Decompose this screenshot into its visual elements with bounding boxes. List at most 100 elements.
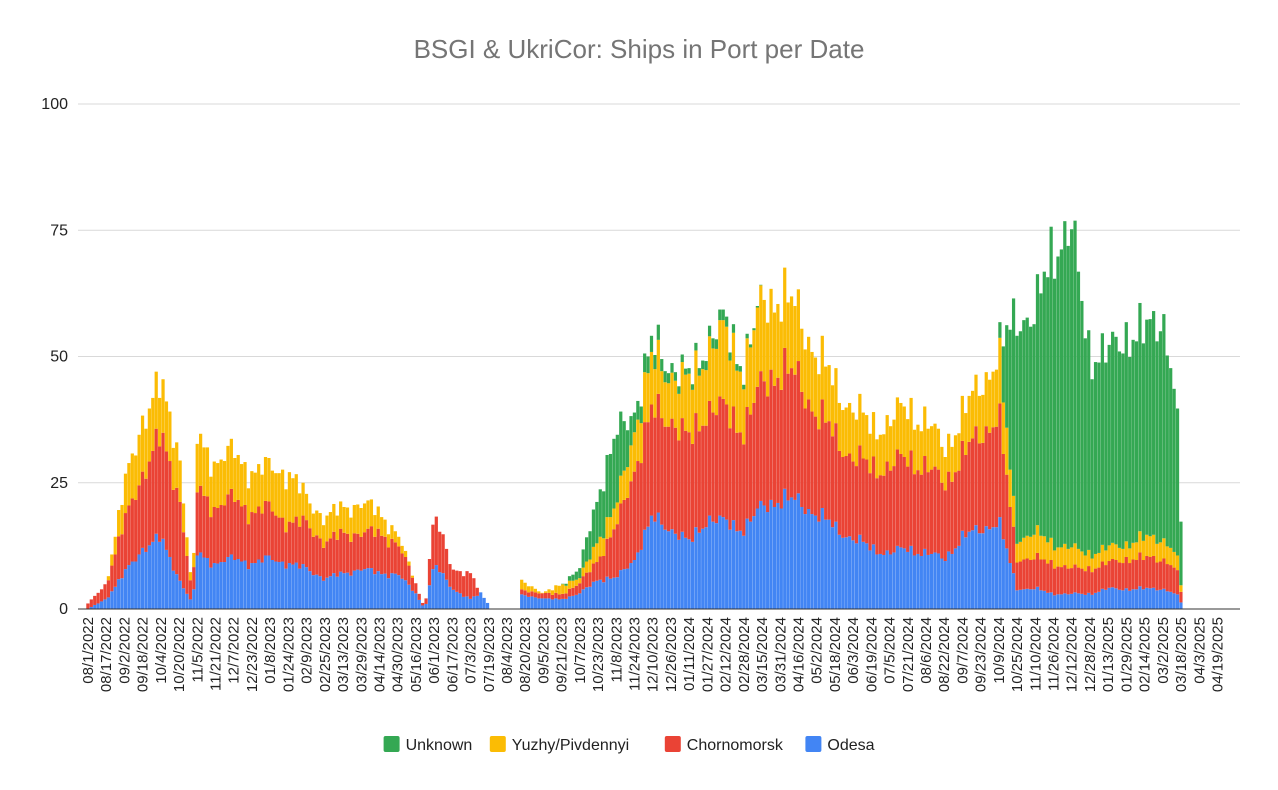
bar-segment-yuzhy-pivdennyi <box>1046 542 1050 564</box>
bar-segment-yuzhy-pivdennyi <box>328 512 333 539</box>
bar-segment-unknown <box>690 384 695 390</box>
bar-segment-chornomorsk <box>540 593 544 599</box>
bar-segment-yuzhy-pivdennyi <box>1111 542 1115 560</box>
bar-segment-yuzhy-pivdennyi <box>742 389 746 445</box>
bar-segment-yuzhy-pivdennyi <box>151 397 155 451</box>
bar-segment-odesa <box>540 598 544 609</box>
bar-segment-chornomorsk <box>417 593 421 600</box>
bar-segment-yuzhy-pivdennyi <box>1052 550 1057 569</box>
bar-segment-odesa <box>892 552 896 609</box>
bar-segment-chornomorsk <box>561 593 565 599</box>
x-tick-label: 01/8/2023 <box>262 617 279 684</box>
bar-segment-yuzhy-pivdennyi <box>311 513 315 537</box>
bar-segment-yuzhy-pivdennyi <box>233 458 237 502</box>
bar-segment-odesa <box>547 598 551 609</box>
bar-segment-unknown <box>632 412 637 433</box>
bar-segment-odesa <box>625 568 630 609</box>
bar-segment-chornomorsk <box>820 399 824 508</box>
bar-segment-yuzhy-pivdennyi <box>663 382 667 427</box>
bar-segment-unknown <box>1169 368 1173 548</box>
x-tick-label: 08/22/2024 <box>936 617 953 692</box>
bar-segment-odesa <box>526 596 531 609</box>
bar-segment-unknown <box>1008 329 1012 470</box>
bar-segment-unknown <box>1052 278 1057 551</box>
bar-segment-odesa <box>766 512 770 609</box>
bar-segment-yuzhy-pivdennyi <box>988 379 992 433</box>
bar-segment-unknown <box>608 453 613 518</box>
bar-segment-odesa <box>895 545 900 610</box>
bar-segment-chornomorsk <box>195 492 199 556</box>
bar-segment-odesa <box>834 521 838 609</box>
bar-segment-yuzhy-pivdennyi <box>260 474 264 514</box>
bar-segment-chornomorsk <box>533 592 537 598</box>
bar-segment-odesa <box>919 555 923 609</box>
bar-segment-odesa <box>1093 592 1098 609</box>
bar-segment-odesa <box>397 575 401 609</box>
bar-segment-unknown <box>622 421 626 471</box>
bar-segment-odesa <box>974 525 978 609</box>
bar-segment-chornomorsk <box>1059 567 1063 595</box>
bar-segment-chornomorsk <box>868 473 872 551</box>
bar-segment-yuzhy-pivdennyi <box>892 419 896 467</box>
bar-segment-unknown <box>574 571 578 580</box>
bar-segment-odesa <box>803 514 807 609</box>
bar-segment-yuzhy-pivdennyi <box>1121 548 1125 564</box>
bar-segment-chornomorsk <box>762 381 766 506</box>
bar-segment-yuzhy-pivdennyi <box>561 584 565 594</box>
bar-segment-yuzhy-pivdennyi <box>793 306 797 375</box>
bar-segment-odesa <box>564 598 568 609</box>
bar-segment-unknown <box>1025 317 1029 536</box>
bar-segment-chornomorsk <box>936 469 941 554</box>
bar-segment-odesa <box>923 548 927 609</box>
bar-segment-odesa <box>789 497 794 609</box>
legend-label: Unknown <box>406 737 473 754</box>
x-tick-label: 04/14/2023 <box>372 617 389 692</box>
bar-segment-chornomorsk <box>578 583 582 594</box>
bar-segment-odesa <box>222 562 227 609</box>
bar-segment-chornomorsk <box>267 501 271 556</box>
bar-segment-yuzhy-pivdennyi <box>181 503 186 533</box>
bar-segment-yuzhy-pivdennyi <box>981 394 985 443</box>
x-tick-label: 10/9/2024 <box>991 617 1008 684</box>
bar-segment-odesa <box>1169 591 1173 609</box>
bar-segment-yuzhy-pivdennyi <box>1175 555 1180 571</box>
bar-segment-yuzhy-pivdennyi <box>895 397 900 450</box>
bar-segment-unknown <box>1059 249 1063 548</box>
bar-segment-chornomorsk <box>1169 565 1173 592</box>
bar-segment-yuzhy-pivdennyi <box>523 582 527 591</box>
bar-segment-unknown <box>1175 408 1180 556</box>
bar-segment-chornomorsk <box>677 440 681 540</box>
bar-segment-odesa <box>701 528 705 609</box>
bar-segment-odesa <box>188 599 192 609</box>
bar-segment-unknown <box>755 306 759 308</box>
bar-segment-yuzhy-pivdennyi <box>1145 534 1149 556</box>
bar-segment-odesa <box>243 560 247 609</box>
bar-segment-chornomorsk <box>274 515 278 562</box>
bar-segment-odesa <box>567 596 572 610</box>
bar-segment-odesa <box>1152 587 1156 609</box>
bar-segment-yuzhy-pivdennyi <box>960 395 964 441</box>
bar-segment-odesa <box>229 554 233 609</box>
bar-segment-odesa <box>885 550 889 609</box>
bar-segment-odesa <box>1042 590 1046 609</box>
bar-segment-odesa <box>1070 593 1074 609</box>
bar-segment-odesa <box>117 579 121 609</box>
bar-segment-chornomorsk <box>246 524 251 570</box>
bar-segment-odesa <box>1032 589 1036 609</box>
bar-segment-odesa <box>475 595 479 609</box>
bar-segment-odesa <box>707 515 712 609</box>
bar-segment-unknown <box>1114 336 1118 545</box>
bar-segment-odesa <box>820 508 824 609</box>
bar-segment-yuzhy-pivdennyi <box>772 312 777 386</box>
bar-segment-yuzhy-pivdennyi <box>707 336 712 401</box>
bar-segment-yuzhy-pivdennyi <box>697 375 701 432</box>
bar-segment-yuzhy-pivdennyi <box>567 580 572 589</box>
bar-segment-chornomorsk <box>386 547 391 579</box>
bar-segment-unknown <box>684 368 688 375</box>
bar-segment-odesa <box>742 535 746 609</box>
bar-segment-odesa <box>673 533 678 609</box>
bar-segment-unknown <box>707 325 712 337</box>
bar-segment-yuzhy-pivdennyi <box>629 445 633 482</box>
bar-segment-odesa <box>236 559 240 609</box>
bar-segment-unknown <box>697 368 701 376</box>
